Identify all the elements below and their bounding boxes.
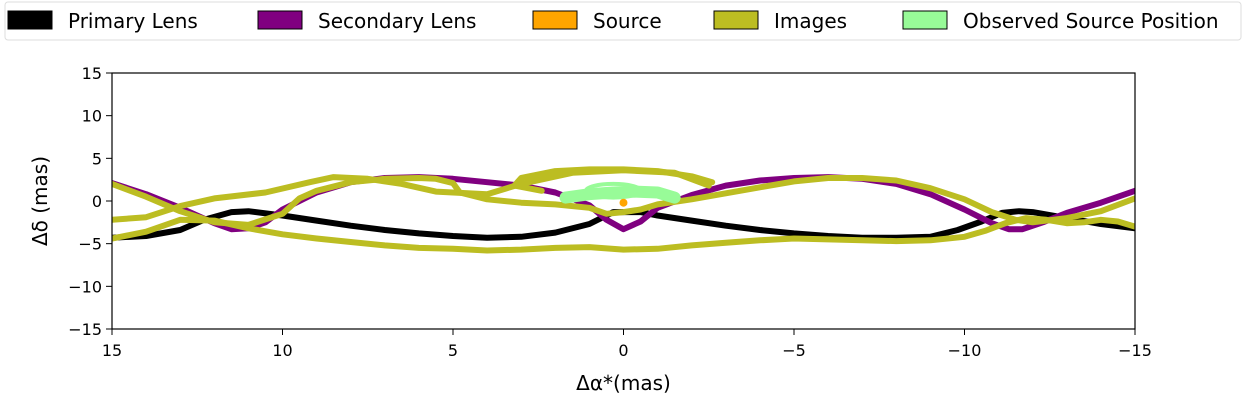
legend: Primary Lens Secondary Lens Source Images Ob… [4, 1, 1242, 41]
legend-label: Secondary Lens [318, 9, 476, 33]
legend-swatch [257, 10, 303, 30]
x-tick-label: −5 [782, 341, 806, 360]
y-tick-label: −10 [68, 277, 102, 296]
y-tick-label: 5 [92, 149, 102, 168]
y-tick-label: 0 [92, 192, 102, 211]
legend-swatch [532, 10, 578, 30]
x-tick-label: −15 [1118, 341, 1152, 360]
source-marker [619, 198, 628, 207]
legend-swatch [7, 10, 53, 30]
x-tick-label: 0 [618, 341, 628, 360]
legend-item: Images [713, 9, 847, 33]
legend-swatch [713, 10, 759, 30]
images-line [112, 175, 1135, 228]
images-line [511, 166, 716, 194]
x-tick-label: 15 [102, 341, 122, 360]
images-line [112, 215, 1135, 254]
legend-label: Primary Lens [68, 9, 198, 33]
legend-item: Secondary Lens [257, 9, 476, 33]
y-tick-label: −15 [68, 320, 102, 339]
legend-item: Observed Source Position [902, 9, 1219, 33]
observed-source-position-loop [583, 181, 643, 200]
legend-label: Source [593, 9, 662, 33]
legend-swatch [902, 10, 948, 30]
legend-item: Source [532, 9, 662, 33]
legend-label: Images [774, 9, 847, 33]
y-tick-label: 10 [82, 107, 102, 126]
x-tick-label: 10 [272, 341, 292, 360]
plot-area [112, 166, 1135, 254]
legend-label: Observed Source Position [963, 9, 1219, 33]
legend-item: Primary Lens [7, 9, 198, 33]
x-axis-label: Δα*(mas) [576, 371, 671, 395]
x-tick-label: 5 [448, 341, 458, 360]
y-tick-label: 15 [82, 64, 102, 83]
y-axis-label: Δδ (mas) [28, 156, 52, 246]
x-tick-label: −10 [948, 341, 982, 360]
observed-source-position-band [559, 185, 681, 204]
y-tick-label: −5 [78, 235, 102, 254]
